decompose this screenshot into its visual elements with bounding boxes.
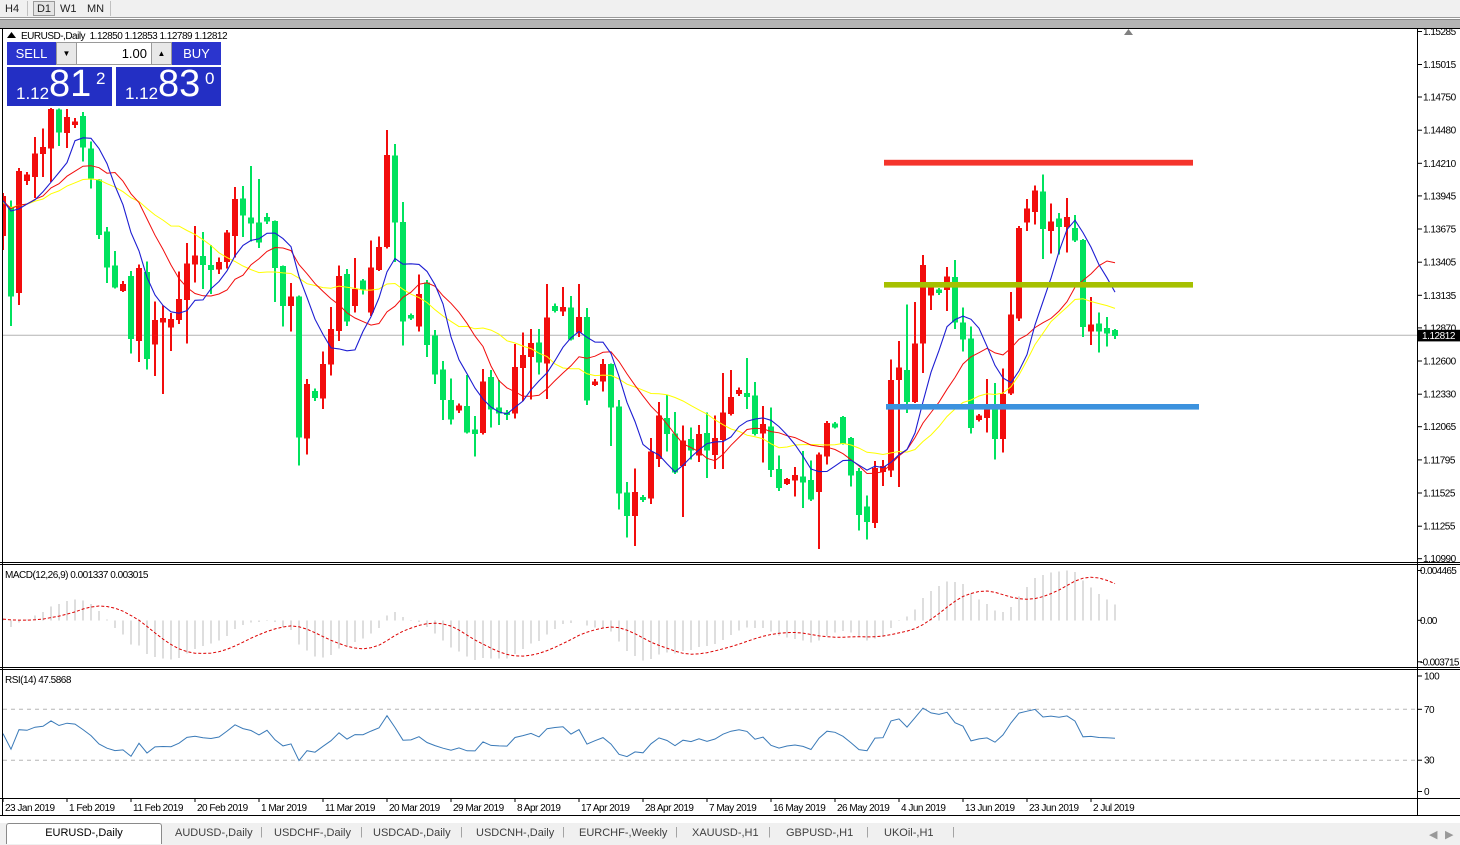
svg-text:16 May 2019: 16 May 2019 bbox=[773, 803, 826, 814]
svg-text:70: 70 bbox=[1424, 705, 1435, 716]
svg-text:1.15015: 1.15015 bbox=[1423, 60, 1457, 71]
svg-text:1.10990: 1.10990 bbox=[1423, 554, 1457, 565]
svg-text:1.14210: 1.14210 bbox=[1423, 159, 1457, 170]
svg-text:23 Jan 2019: 23 Jan 2019 bbox=[5, 803, 55, 814]
svg-text:2 Jul 2019: 2 Jul 2019 bbox=[1093, 803, 1135, 814]
svg-text:1.13675: 1.13675 bbox=[1423, 225, 1457, 236]
svg-text:20 Mar 2019: 20 Mar 2019 bbox=[389, 803, 441, 814]
svg-text:28 Apr 2019: 28 Apr 2019 bbox=[645, 803, 694, 814]
svg-text:1.15285: 1.15285 bbox=[1423, 27, 1457, 38]
svg-text:1 Mar 2019: 1 Mar 2019 bbox=[261, 803, 308, 814]
svg-text:1.13945: 1.13945 bbox=[1423, 191, 1457, 202]
svg-text:1.11525: 1.11525 bbox=[1423, 489, 1456, 500]
svg-text:20 Feb 2019: 20 Feb 2019 bbox=[197, 803, 249, 814]
svg-text:1.12870: 1.12870 bbox=[1423, 323, 1457, 334]
svg-text:30: 30 bbox=[1424, 756, 1435, 767]
svg-text:1.12330: 1.12330 bbox=[1423, 390, 1457, 401]
svg-text:13 Jun 2019: 13 Jun 2019 bbox=[965, 803, 1015, 814]
svg-text:0: 0 bbox=[1424, 787, 1430, 798]
svg-text:11 Mar 2019: 11 Mar 2019 bbox=[325, 803, 376, 814]
svg-text:11 Feb 2019: 11 Feb 2019 bbox=[133, 803, 184, 814]
svg-text:EURUSD-,Daily 1.12850 1.12853: EURUSD-,Daily 1.12850 1.12853 1.12789 1.… bbox=[21, 31, 228, 42]
svg-text:100: 100 bbox=[1424, 672, 1440, 683]
svg-text:1.12600: 1.12600 bbox=[1423, 357, 1457, 368]
svg-text:1.13405: 1.13405 bbox=[1423, 258, 1457, 269]
svg-text:29 Mar 2019: 29 Mar 2019 bbox=[453, 803, 505, 814]
svg-text:17 Apr 2019: 17 Apr 2019 bbox=[581, 803, 630, 814]
svg-text:1 Feb 2019: 1 Feb 2019 bbox=[69, 803, 116, 814]
svg-text:23 Jun 2019: 23 Jun 2019 bbox=[1029, 803, 1079, 814]
svg-text:1.11795: 1.11795 bbox=[1423, 455, 1456, 466]
svg-text:1.14480: 1.14480 bbox=[1423, 126, 1457, 137]
svg-text:1.14750: 1.14750 bbox=[1423, 93, 1457, 104]
svg-text:1.13135: 1.13135 bbox=[1423, 291, 1457, 302]
svg-text:1.12812: 1.12812 bbox=[1422, 331, 1456, 342]
svg-text:-0.003715: -0.003715 bbox=[1420, 657, 1460, 668]
svg-text:0.00: 0.00 bbox=[1420, 616, 1438, 627]
svg-text:1.11255: 1.11255 bbox=[1423, 522, 1456, 533]
svg-text:0.004465: 0.004465 bbox=[1420, 566, 1457, 577]
svg-text:RSI(14) 47.5868: RSI(14) 47.5868 bbox=[5, 675, 72, 686]
svg-text:8 Apr 2019: 8 Apr 2019 bbox=[517, 803, 561, 814]
svg-text:MACD(12,26,9) 0.001337 0.00301: MACD(12,26,9) 0.001337 0.003015 bbox=[5, 570, 149, 581]
svg-text:1.12065: 1.12065 bbox=[1423, 422, 1457, 433]
svg-text:4 Jun 2019: 4 Jun 2019 bbox=[901, 803, 946, 814]
svg-text:7 May 2019: 7 May 2019 bbox=[709, 803, 757, 814]
svg-text:26 May 2019: 26 May 2019 bbox=[837, 803, 890, 814]
